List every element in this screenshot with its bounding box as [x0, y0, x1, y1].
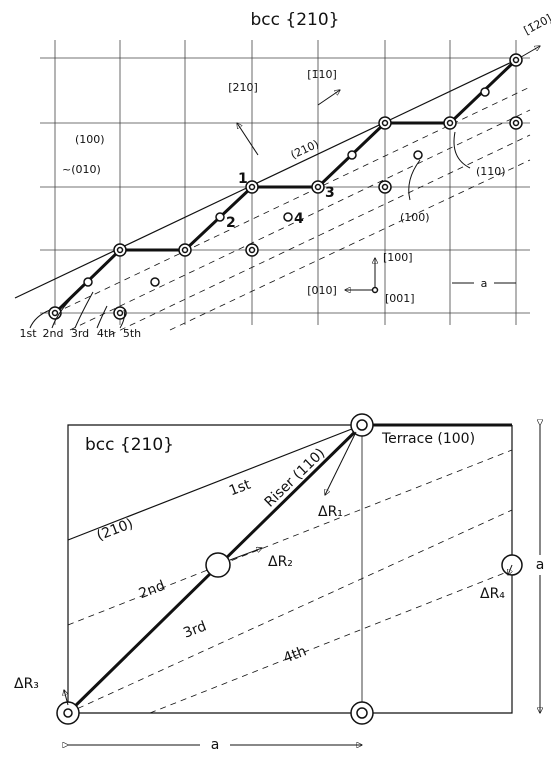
row-label: 5th — [123, 327, 141, 340]
spacing: a — [536, 557, 545, 573]
plane: (100) — [400, 211, 430, 224]
grid — [40, 40, 530, 325]
plane: (210) — [289, 137, 321, 161]
displacement: ΔR₄ — [480, 586, 505, 602]
plane: (110) — [476, 165, 506, 178]
plane: (100) — [75, 133, 105, 146]
direction: [001] — [385, 292, 415, 305]
row-label: 2nd — [137, 578, 168, 602]
row-label: 3rd — [71, 327, 89, 340]
direction: [1̄20] — [522, 12, 551, 37]
displacement: ΔR₃ — [14, 676, 39, 692]
terrace-label: Terrace (100) — [381, 431, 475, 447]
site: 3 — [325, 185, 335, 201]
displacement: ΔR₁ — [318, 504, 343, 520]
spacing: a — [481, 277, 488, 290]
site: 4 — [294, 211, 304, 227]
row-label: 2nd — [43, 327, 64, 340]
plane-label: (210) — [95, 516, 136, 544]
title: bcc {210} — [85, 435, 174, 455]
site: 1 — [238, 171, 248, 187]
plane: ~(010) — [62, 163, 101, 176]
direction: [1̄10] — [307, 68, 337, 81]
row-label: 1st — [227, 476, 253, 499]
displacement: ΔR₂ — [268, 554, 293, 570]
riser-label: Riser (110) — [262, 445, 329, 510]
row-label: 4th — [281, 643, 308, 666]
spacing: a — [211, 737, 220, 753]
top-diagram: bcc {210} [1̄20] [210] [1̄10] [100] [010… — [15, 10, 551, 340]
row-label: 3rd — [181, 618, 208, 641]
site: 2 — [226, 215, 236, 231]
direction: [210] — [228, 81, 258, 94]
row-label: 4th — [97, 327, 115, 340]
row-label: 1st — [19, 327, 37, 340]
figure: bcc {210} [1̄20] [210] [1̄10] [100] [010… — [0, 0, 551, 757]
direction: [010] — [307, 284, 337, 297]
direction: [100] — [383, 251, 413, 264]
title: bcc {210} — [251, 10, 340, 30]
bottom-diagram: bcc {210} Terrace (100) Riser (110) (210… — [14, 414, 544, 753]
